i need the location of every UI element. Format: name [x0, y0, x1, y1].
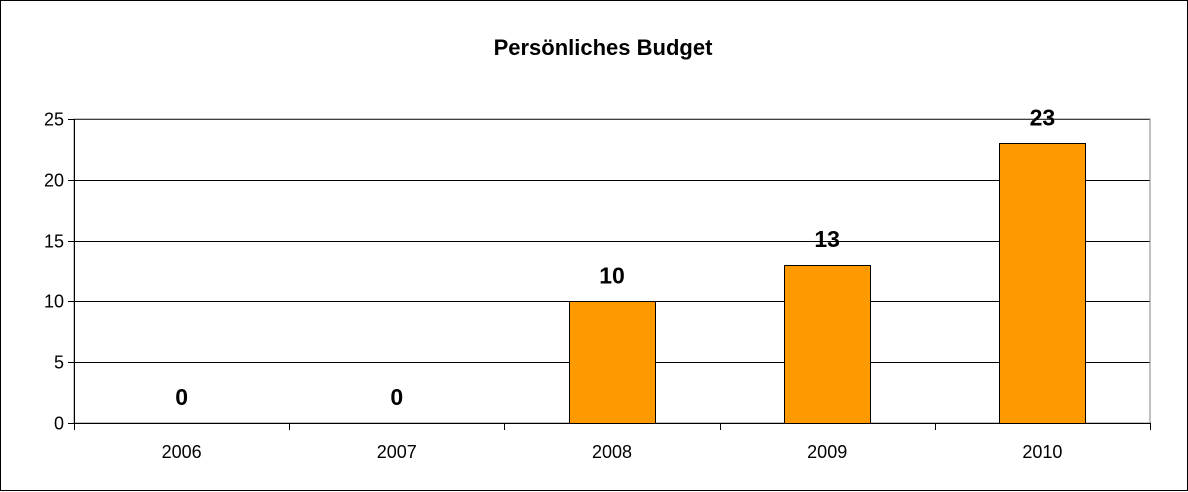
chart-title: Persönliches Budget	[494, 35, 714, 60]
bars	[569, 143, 1086, 424]
x-tick-label-2010: 2010	[1022, 442, 1062, 462]
x-tick-label-2008: 2008	[592, 442, 632, 462]
data-label-2008: 10	[599, 262, 625, 288]
y-tick-label-5: 5	[54, 353, 64, 373]
y-tick-label-10: 10	[44, 292, 64, 312]
data-labels: 0 0 10 13 23	[175, 104, 1055, 410]
y-tick-label-0: 0	[54, 414, 64, 434]
bar-2010	[999, 143, 1086, 424]
axes: 0 5 10 15 20 25 2006 2007 2008 2009 2010	[44, 110, 1151, 462]
data-label-2007: 0	[390, 384, 403, 410]
y-tick-label-20: 20	[44, 171, 64, 191]
data-label-2010: 23	[1030, 104, 1056, 130]
y-tick-label-25: 25	[44, 110, 64, 130]
y-tick-label-15: 15	[44, 232, 64, 252]
x-tick-label-2007: 2007	[377, 442, 417, 462]
x-tick-label-2009: 2009	[807, 442, 847, 462]
bar-2009	[784, 265, 871, 424]
x-tick-label-2006: 2006	[162, 442, 202, 462]
data-label-2006: 0	[175, 384, 188, 410]
bar-2008	[569, 301, 656, 424]
data-label-2009: 13	[814, 226, 840, 252]
